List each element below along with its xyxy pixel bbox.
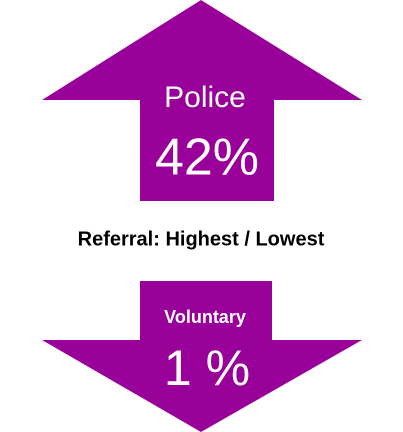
highest-value: 42% <box>155 129 259 187</box>
down-arrow <box>42 281 362 432</box>
highest-label: Police <box>164 81 246 114</box>
lowest-value: 1 % <box>164 340 250 396</box>
title: Referral: Highest / Lowest <box>78 228 325 250</box>
up-arrow <box>42 0 362 201</box>
lowest-label: Voluntary <box>164 307 246 327</box>
